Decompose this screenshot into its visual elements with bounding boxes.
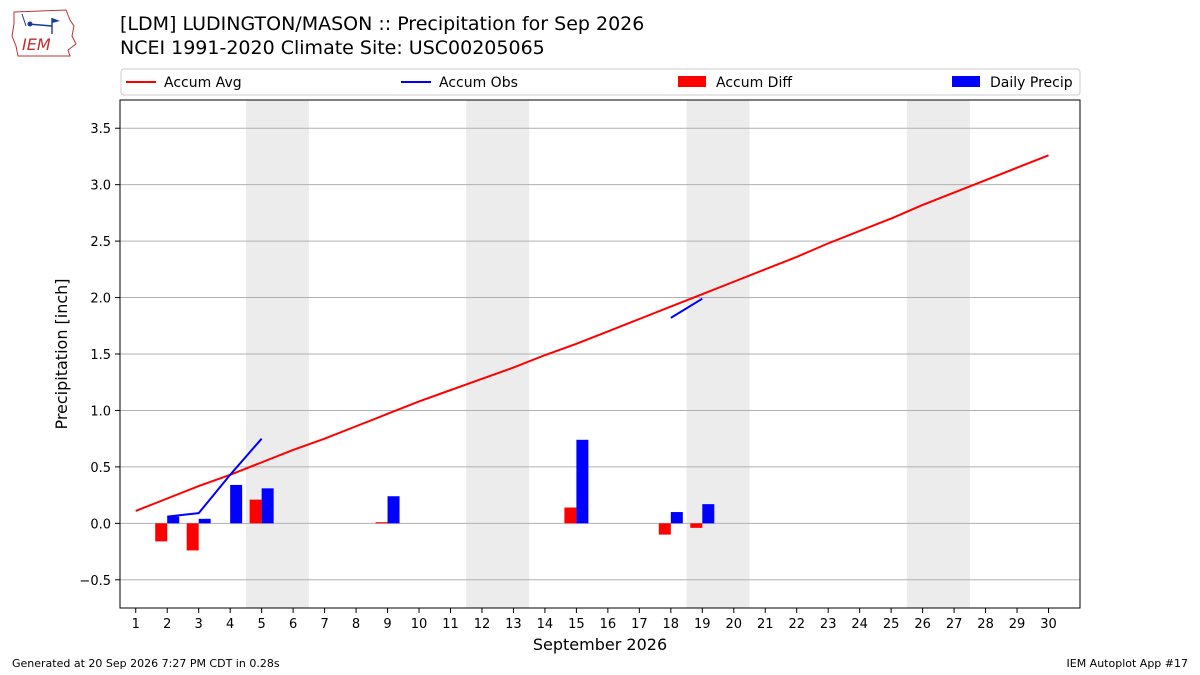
x-tick-label: 6 — [289, 617, 297, 632]
x-tick-label: 7 — [320, 617, 328, 632]
y-axis-label: Precipitation [inch] — [52, 278, 71, 429]
x-tick-label: 2 — [163, 617, 171, 632]
accum-obs-line — [670, 297, 703, 319]
legend-label: Accum Diff — [716, 75, 792, 91]
accum-diff-bar — [155, 523, 168, 542]
x-tick-label: 15 — [568, 617, 585, 632]
x-tick-label: 24 — [851, 617, 868, 632]
y-tick-label: 3.5 — [90, 122, 111, 137]
daily-precip-bar — [167, 516, 180, 524]
x-tick-label: 18 — [663, 617, 680, 632]
x-tick-label: 9 — [383, 617, 391, 632]
x-tick-label: 11 — [442, 617, 459, 632]
y-tick-label: 1.5 — [90, 348, 111, 363]
x-tick-label: 29 — [1009, 617, 1026, 632]
y-tick-label: 3.0 — [90, 179, 111, 194]
legend-box — [120, 68, 1081, 96]
title-line-1: [LDM] LUDINGTON/MASON :: Precipitation f… — [120, 13, 645, 35]
accum-diff-bar — [249, 499, 262, 524]
legend-label: Daily Precip — [990, 75, 1073, 91]
legend-label: Accum Avg — [164, 75, 242, 91]
daily-precip-bar — [198, 518, 211, 524]
x-tick-label: 4 — [226, 617, 234, 632]
x-tick-label: 13 — [505, 617, 522, 632]
x-tick-label: 26 — [914, 617, 931, 632]
iem-logo: IEM — [8, 6, 80, 60]
x-tick-label: 1 — [132, 617, 140, 632]
daily-precip-bar — [670, 512, 683, 524]
legend-daily-swatch — [952, 76, 980, 87]
accum-avg-line — [135, 154, 1049, 512]
legend-label: Accum Obs — [439, 75, 518, 91]
y-tick-label: −0.5 — [79, 574, 111, 589]
daily-precip-bar — [576, 439, 589, 524]
legend: Accum Avg Accum Obs Accum Diff Daily Precip — [120, 68, 1081, 96]
x-tick-label: 14 — [537, 617, 554, 632]
x-tick-label: 30 — [1040, 617, 1057, 632]
x-tick-label: 21 — [757, 617, 774, 632]
x-tick-label: 19 — [694, 617, 711, 632]
accum-diff-bar — [690, 523, 703, 528]
title-line-2: NCEI 1991-2020 Climate Site: USC00205065 — [120, 37, 545, 59]
daily-precip-bar — [702, 504, 715, 524]
x-tick-label: 10 — [411, 617, 428, 632]
y-tick-label: 0.0 — [90, 517, 111, 532]
x-tick-label: 8 — [352, 617, 360, 632]
y-tick-label: 2.0 — [90, 292, 111, 307]
daily-precip-bar — [230, 484, 243, 524]
x-tick-label: 27 — [946, 617, 963, 632]
x-tick-label: 28 — [977, 617, 994, 632]
plot-frame — [119, 99, 1081, 609]
daily-precip-bar — [387, 496, 400, 524]
x-tick-label: 22 — [788, 617, 805, 632]
app-footer: IEM Autoplot App #17 — [1066, 657, 1189, 670]
accum-diff-bar — [658, 523, 671, 535]
logo-text: IEM — [22, 35, 51, 54]
daily-precip-bar — [261, 488, 274, 524]
y-tick-label: 1.0 — [90, 404, 111, 419]
x-tick-label: 3 — [195, 617, 203, 632]
generated-footer: Generated at 20 Sep 2026 7:27 PM CDT in … — [12, 657, 280, 670]
x-tick-label: 12 — [474, 617, 491, 632]
x-tick-label: 5 — [257, 617, 265, 632]
accum-obs-line — [167, 438, 263, 518]
chart-title: [LDM] LUDINGTON/MASON :: Precipitation f… — [120, 12, 644, 60]
accum-diff-bar — [564, 507, 577, 524]
x-axis-label: September 2026 — [533, 635, 667, 654]
x-tick-label: 17 — [631, 617, 648, 632]
x-tick-label: 23 — [820, 617, 837, 632]
accum-diff-bar — [186, 523, 199, 551]
y-tick-label: 2.5 — [90, 235, 111, 250]
plot-area: −0.50.00.51.01.52.02.53.03.51 2 3 4 5 6 7 8 9 10 1… — [79, 99, 1081, 632]
x-tick-label: 16 — [600, 617, 617, 632]
x-tick-label: 25 — [883, 617, 900, 632]
accum-diff-bar — [375, 522, 388, 524]
x-tick-label: 20 — [725, 617, 742, 632]
y-tick-label: 0.5 — [90, 461, 111, 476]
legend-diff-swatch — [678, 76, 706, 87]
